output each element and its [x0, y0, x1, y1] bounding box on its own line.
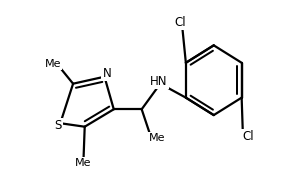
- Text: Cl: Cl: [174, 16, 186, 29]
- Text: Cl: Cl: [242, 130, 254, 143]
- Text: N: N: [103, 67, 111, 80]
- Text: Me: Me: [45, 59, 62, 69]
- Text: Me: Me: [75, 158, 92, 168]
- Text: HN: HN: [150, 75, 168, 88]
- Text: Me: Me: [149, 133, 165, 143]
- Text: S: S: [54, 119, 62, 132]
